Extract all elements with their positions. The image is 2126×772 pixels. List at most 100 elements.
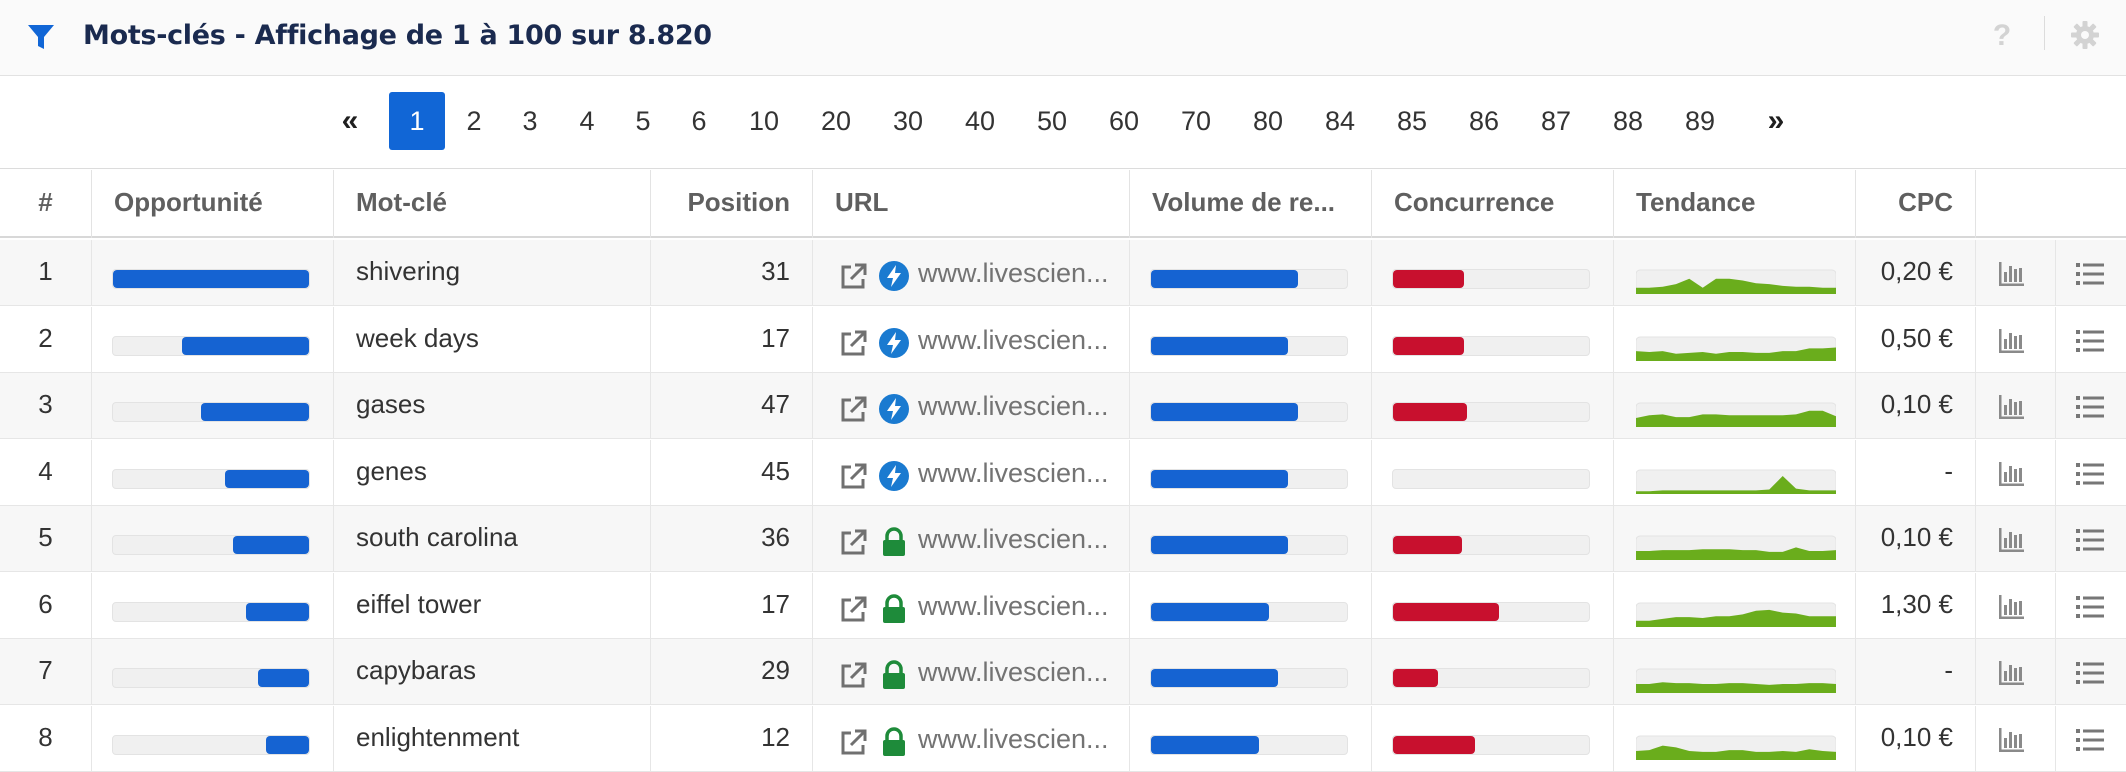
bar-chart-icon[interactable]	[1996, 326, 2026, 356]
column-header-keyword[interactable]: Mot-clé	[334, 170, 651, 238]
bar-chart-icon[interactable]	[1996, 592, 2026, 622]
page-button[interactable]: 3	[522, 106, 538, 136]
trend-area	[1636, 547, 1836, 560]
external-link-icon[interactable]	[838, 728, 868, 758]
external-link-icon[interactable]	[838, 395, 868, 425]
column-header-position[interactable]: Position	[651, 170, 813, 238]
page-button-current[interactable]: 1	[389, 92, 445, 150]
page-button[interactable]: 20	[820, 106, 852, 136]
prev-page-button[interactable]: «	[341, 104, 359, 137]
bar-chart-icon[interactable]	[1996, 259, 2026, 289]
keyword-cell[interactable]: south carolina	[334, 506, 651, 572]
page-button[interactable]: 89	[1684, 106, 1716, 136]
url-link[interactable]: www.livescien...	[918, 324, 1109, 355]
page-button[interactable]: 88	[1612, 106, 1644, 136]
cpc-cell: 1,30 €	[1856, 572, 1976, 639]
page-button[interactable]: 86	[1468, 106, 1500, 136]
column-header-index[interactable]: #	[0, 170, 92, 238]
external-link-icon[interactable]	[838, 528, 868, 558]
volume-bar	[1150, 734, 1348, 755]
chart-action-cell	[1976, 572, 2056, 639]
page-button[interactable]: 2	[466, 106, 482, 136]
table-row[interactable]: 3 gases 47 0,10 € www	[0, 373, 2126, 439]
page-button[interactable]: 70	[1180, 106, 1212, 136]
page-button[interactable]: 60	[1108, 106, 1140, 136]
position-cell: 12	[651, 705, 813, 772]
column-header-url[interactable]: URL	[813, 170, 1130, 238]
header-divider	[2044, 16, 2045, 50]
url-cell	[813, 639, 1130, 705]
volume-bar	[1150, 269, 1348, 289]
table-row[interactable]: 4 genes 45 - www.live	[0, 439, 2126, 506]
external-link-icon[interactable]	[838, 661, 868, 691]
trend-area	[1636, 475, 1836, 494]
url-link[interactable]: www.livescien...	[918, 723, 1109, 754]
table-row[interactable]: 6 eiffel tower 17 1,30 €	[0, 572, 2126, 639]
keyword-cell[interactable]: eiffel tower	[334, 572, 651, 639]
external-link-icon[interactable]	[838, 262, 868, 292]
page-button[interactable]: 50	[1036, 106, 1068, 136]
url-link[interactable]: www.livescien...	[918, 590, 1109, 621]
table-row[interactable]: 2 week days 17 0,50 €	[0, 306, 2126, 373]
external-link-icon[interactable]	[838, 462, 868, 492]
bar-chart-icon[interactable]	[1996, 392, 2026, 422]
list-icon[interactable]	[2074, 392, 2106, 422]
list-icon[interactable]	[2074, 525, 2106, 555]
page-button[interactable]: 87	[1540, 106, 1572, 136]
next-page-button[interactable]: »	[1767, 104, 1785, 137]
column-header-trend[interactable]: Tendance	[1614, 170, 1856, 238]
list-icon[interactable]	[2074, 725, 2106, 755]
column-header-competition[interactable]: Concurrence	[1372, 170, 1614, 238]
list-icon[interactable]	[2074, 658, 2106, 688]
column-header-volume[interactable]: Volume de re...	[1130, 170, 1372, 238]
page-button[interactable]: 5	[635, 106, 651, 136]
list-icon[interactable]	[2074, 326, 2106, 356]
opportunity-bar	[112, 601, 310, 622]
table-row[interactable]: 5 south carolina 36 0,10 €	[0, 506, 2126, 572]
page-button[interactable]: 80	[1252, 106, 1284, 136]
opportunity-cell	[92, 639, 334, 705]
page-button[interactable]: 84	[1324, 106, 1356, 136]
external-link-icon[interactable]	[838, 329, 868, 359]
url-link[interactable]: www.livescien...	[918, 524, 1109, 554]
column-header-opportunity[interactable]: Opportunité	[92, 170, 334, 238]
url-cell	[813, 240, 1130, 306]
column-header-cpc[interactable]: CPC	[1856, 170, 1976, 238]
url-link[interactable]: www.livescien...	[918, 657, 1109, 687]
keyword-cell[interactable]: week days	[334, 306, 651, 373]
bar-chart-icon[interactable]	[1996, 658, 2026, 688]
table-row[interactable]: 1 shivering 31 0,20 €	[0, 240, 2126, 306]
list-icon[interactable]	[2074, 459, 2106, 489]
table-row[interactable]: 7 capybaras 29 - www.	[0, 639, 2126, 705]
volume-cell	[1130, 240, 1372, 306]
page-button[interactable]: 4	[579, 106, 595, 136]
page-button[interactable]: 40	[964, 106, 996, 136]
keyword-cell[interactable]: genes	[334, 439, 651, 506]
list-icon[interactable]	[2074, 592, 2106, 622]
table-row[interactable]: 8 enlightenment 12 0,10 €	[0, 705, 2126, 772]
keyword-cell[interactable]: gases	[334, 373, 651, 439]
keyword-cell[interactable]: capybaras	[334, 639, 651, 705]
page-button[interactable]: 6	[691, 106, 707, 136]
opportunity-cell	[92, 240, 334, 306]
page-button[interactable]: 30	[892, 106, 924, 136]
url-link[interactable]: www.livescien...	[918, 457, 1109, 488]
bar-chart-icon[interactable]	[1996, 525, 2026, 555]
filter-icon[interactable]	[26, 22, 56, 52]
volume-bar	[1150, 668, 1348, 688]
list-icon[interactable]	[2074, 259, 2106, 289]
trend-area	[1636, 347, 1836, 361]
bar-chart-icon[interactable]	[1996, 459, 2026, 489]
url-link[interactable]: www.livescien...	[918, 391, 1109, 421]
page-button[interactable]: 10	[748, 106, 780, 136]
bar-chart-icon[interactable]	[1996, 725, 2026, 755]
keyword-cell[interactable]: shivering	[334, 240, 651, 306]
help-icon[interactable]: ?	[1992, 19, 2012, 52]
volume-cell	[1130, 705, 1372, 772]
external-link-icon[interactable]	[838, 595, 868, 625]
trend-sparkline	[1636, 535, 1836, 560]
gear-icon[interactable]	[2070, 20, 2100, 50]
page-button[interactable]: 85	[1396, 106, 1428, 136]
keyword-cell[interactable]: enlightenment	[334, 705, 651, 772]
url-link[interactable]: www.livescien...	[918, 258, 1109, 288]
